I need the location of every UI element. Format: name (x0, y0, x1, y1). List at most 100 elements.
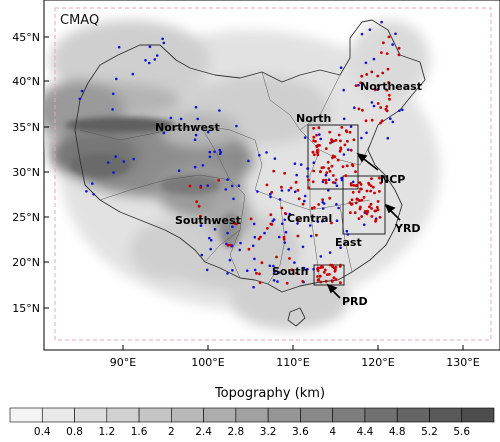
site-red (362, 196, 366, 199)
site-blue (265, 151, 268, 154)
site-blue (218, 148, 222, 152)
site-red (357, 217, 361, 221)
lat-tick-20n: 20°N (12, 256, 40, 269)
site-red (269, 222, 273, 226)
site-blue (252, 285, 255, 289)
site-blue (321, 207, 325, 210)
lon-tick-110e: 110°E (276, 356, 309, 369)
site-blue (226, 178, 229, 181)
lat-tick-35n: 35°N (12, 121, 40, 134)
site-red (312, 126, 315, 130)
site-red (315, 150, 319, 154)
site-red (385, 88, 389, 92)
site-red (322, 178, 325, 182)
colorbar-cell (106, 407, 140, 423)
site-red (380, 51, 383, 54)
site-blue (277, 271, 281, 274)
site-red (369, 189, 372, 193)
site-red (331, 263, 334, 267)
site-blue (253, 235, 257, 239)
site-blue (226, 231, 229, 235)
colorbar-level-label: 0.8 (66, 426, 83, 438)
site-blue (239, 241, 242, 245)
site-red (328, 169, 332, 173)
site-blue (328, 251, 332, 254)
site-red (378, 215, 382, 219)
site-blue (232, 197, 235, 201)
site-red (387, 81, 390, 84)
site-red (371, 185, 375, 189)
site-red (354, 170, 357, 174)
region-label-ncp: NCP (380, 173, 405, 186)
site-red (384, 107, 388, 111)
site-blue (346, 148, 350, 151)
site-blue (193, 165, 197, 169)
site-blue (327, 178, 331, 181)
colorbar-level-label: 5.6 (453, 426, 470, 438)
colorbar-cell (300, 407, 333, 423)
site-blue (337, 206, 340, 210)
site-blue (237, 184, 241, 187)
site-blue (357, 83, 360, 87)
site-blue (213, 150, 216, 154)
site-red (368, 205, 371, 209)
site-blue (226, 272, 229, 275)
colorbar-level-label: 1.6 (131, 426, 148, 438)
site-blue (342, 88, 346, 92)
latitude-labels: 45°N 40°N 35°N 30°N 25°N 20°N 15°N (12, 31, 40, 315)
site-blue (319, 255, 323, 258)
lon-tick-90e: 90°E (110, 356, 136, 369)
site-red (331, 174, 335, 177)
site-blue (318, 133, 321, 136)
site-blue (106, 161, 110, 164)
region-label-east: East (335, 236, 362, 249)
lat-tick-45n: 45°N (12, 31, 40, 44)
site-blue (112, 171, 115, 174)
site-red (324, 279, 328, 283)
colorbar-cell (461, 407, 495, 423)
site-blue (231, 269, 234, 272)
region-label-northwest: Northwest (155, 121, 220, 134)
monitoring-sites-blue (78, 20, 404, 289)
site-blue (287, 247, 290, 251)
site-blue (391, 120, 395, 124)
ncp-box (307, 124, 359, 190)
site-red (258, 272, 261, 276)
site-blue (380, 20, 383, 24)
site-blue (208, 150, 212, 154)
site-blue (209, 247, 212, 251)
site-blue (117, 45, 121, 49)
site-blue (114, 155, 117, 158)
monitoring-sites-red (188, 35, 401, 285)
site-red (366, 209, 369, 213)
site-blue (312, 267, 315, 271)
site-red (301, 280, 305, 283)
site-red (282, 237, 286, 241)
lat-tick-15n: 15°N (12, 302, 40, 315)
site-red (358, 199, 361, 202)
site-blue (147, 61, 151, 65)
site-blue (320, 220, 324, 223)
site-red (329, 263, 332, 267)
site-red (378, 190, 381, 193)
colorbar-cell (396, 407, 430, 423)
site-blue (148, 45, 152, 49)
site-red (285, 281, 289, 285)
site-red (339, 281, 342, 285)
colorbar-cell (9, 407, 43, 423)
site-red (379, 106, 383, 109)
site-red (386, 67, 390, 71)
site-red (316, 266, 320, 270)
site-red (319, 280, 323, 284)
site-red (360, 215, 364, 218)
site-red (258, 281, 262, 284)
site-blue (92, 193, 95, 196)
site-red (369, 202, 373, 206)
site-red (345, 130, 349, 134)
site-red (228, 243, 232, 247)
site-red (397, 53, 401, 57)
site-red (337, 133, 341, 137)
site-blue (194, 105, 198, 109)
site-blue (122, 160, 126, 163)
site-red (376, 74, 380, 78)
